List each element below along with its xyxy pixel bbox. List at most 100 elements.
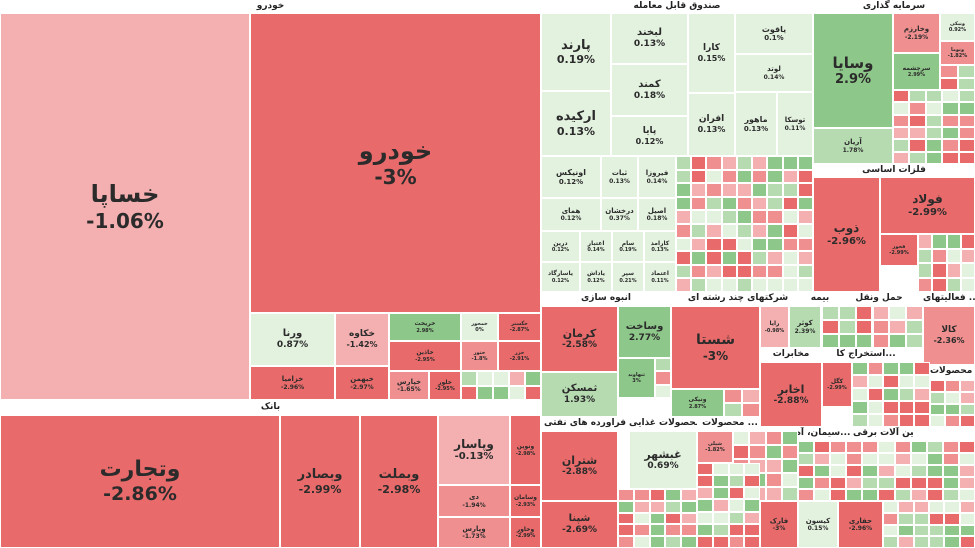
stock-tile[interactable]: اعتماد 0.11% (644, 262, 676, 292)
small-stock-tile[interactable] (894, 441, 911, 453)
small-stock-tile[interactable] (913, 512, 929, 525)
small-stock-tile[interactable] (926, 489, 943, 501)
small-stock-tile[interactable] (926, 441, 943, 453)
small-stock-tile[interactable] (733, 431, 750, 445)
small-stock-tile[interactable] (744, 487, 760, 500)
small-stock-tile[interactable] (765, 487, 782, 501)
small-stock-tile[interactable] (676, 196, 692, 211)
small-stock-tile[interactable] (744, 475, 760, 488)
small-stock-tile[interactable] (894, 465, 911, 477)
stock-tile[interactable]: وسایا 2.9% (813, 13, 893, 128)
stock-tile[interactable]: خلور -2.95% (429, 371, 461, 400)
small-stock-tile[interactable] (930, 380, 945, 392)
small-stock-tile[interactable] (461, 385, 477, 400)
small-stock-tile[interactable] (697, 463, 713, 476)
stock-tile[interactable]: رایا -0.98% (760, 306, 789, 348)
stock-tile[interactable]: کمند 0.18% (611, 64, 688, 116)
small-stock-tile[interactable] (846, 441, 863, 453)
small-stock-tile[interactable] (782, 210, 798, 224)
small-stock-tile[interactable] (676, 224, 692, 238)
small-stock-tile[interactable] (889, 320, 907, 334)
small-stock-tile[interactable] (906, 334, 923, 348)
small-stock-tile[interactable] (940, 65, 958, 78)
small-stock-tile[interactable] (846, 477, 863, 489)
small-stock-tile[interactable] (752, 169, 768, 184)
small-stock-tile[interactable] (697, 511, 713, 524)
small-stock-tile[interactable] (744, 463, 760, 476)
small-stock-tile[interactable] (752, 196, 768, 211)
small-stock-tile[interactable] (721, 156, 737, 170)
small-stock-tile[interactable] (830, 477, 847, 489)
small-stock-tile[interactable] (697, 499, 713, 512)
small-stock-tile[interactable] (633, 500, 650, 513)
small-stock-tile[interactable] (721, 278, 737, 292)
small-stock-tile[interactable] (862, 441, 879, 453)
small-stock-tile[interactable] (926, 477, 943, 489)
small-stock-tile[interactable] (767, 237, 783, 252)
small-stock-tile[interactable] (814, 441, 831, 453)
small-stock-tile[interactable] (691, 224, 707, 238)
stock-tile[interactable]: وپاسار -0.13% (438, 415, 510, 485)
small-stock-tile[interactable] (728, 499, 745, 512)
small-stock-tile[interactable] (913, 524, 929, 537)
small-stock-tile[interactable] (814, 453, 831, 465)
small-stock-tile[interactable] (867, 362, 884, 375)
small-stock-tile[interactable] (633, 536, 650, 548)
small-stock-tile[interactable] (633, 489, 650, 501)
small-stock-tile[interactable] (797, 183, 813, 197)
small-stock-tile[interactable] (946, 234, 961, 249)
small-stock-tile[interactable] (728, 535, 745, 548)
small-stock-tile[interactable] (872, 334, 890, 348)
small-stock-tile[interactable] (889, 306, 907, 320)
small-stock-tile[interactable] (477, 371, 493, 386)
small-stock-tile[interactable] (958, 102, 975, 115)
small-stock-tile[interactable] (721, 210, 737, 224)
small-stock-tile[interactable] (767, 196, 783, 211)
small-stock-tile[interactable] (691, 196, 707, 211)
small-stock-tile[interactable] (781, 473, 798, 487)
small-stock-tile[interactable] (509, 385, 525, 400)
small-stock-tile[interactable] (691, 264, 707, 279)
small-stock-tile[interactable] (618, 536, 634, 548)
stock-tile[interactable]: یاسارگاد 0.12% (541, 262, 580, 292)
small-stock-tile[interactable] (822, 306, 839, 320)
small-stock-tile[interactable] (932, 234, 947, 249)
small-stock-tile[interactable] (910, 441, 927, 453)
stock-tile[interactable]: ثبات 0.13% (601, 156, 638, 198)
small-stock-tile[interactable] (942, 114, 959, 127)
stock-tile[interactable]: افران 0.13% (688, 93, 735, 156)
small-stock-tile[interactable] (914, 375, 930, 388)
small-stock-tile[interactable] (862, 489, 879, 501)
small-stock-tile[interactable] (742, 403, 760, 417)
small-stock-tile[interactable] (697, 475, 713, 488)
stock-tile[interactable]: شستا -3% (671, 306, 760, 389)
small-stock-tile[interactable] (665, 524, 682, 537)
small-stock-tile[interactable] (946, 277, 961, 292)
small-stock-tile[interactable] (706, 210, 722, 224)
small-stock-tile[interactable] (898, 524, 914, 537)
small-stock-tile[interactable] (878, 465, 895, 477)
small-stock-tile[interactable] (798, 453, 815, 465)
small-stock-tile[interactable] (676, 156, 692, 170)
small-stock-tile[interactable] (728, 475, 745, 488)
small-stock-tile[interactable] (618, 489, 634, 501)
stock-tile[interactable]: وبصادر -2.99% (280, 415, 360, 548)
stock-tile[interactable]: سام 0.19% (612, 231, 644, 262)
small-stock-tile[interactable] (929, 512, 945, 525)
stock-tile[interactable]: خمحور 0% (461, 313, 498, 341)
small-stock-tile[interactable] (960, 248, 975, 263)
small-stock-tile[interactable] (782, 196, 798, 211)
small-stock-tile[interactable] (898, 362, 915, 375)
small-stock-tile[interactable] (889, 334, 907, 348)
stock-tile[interactable]: درین 0.12% (541, 231, 580, 262)
stock-tile[interactable]: ختور -1.8% (461, 341, 498, 371)
small-stock-tile[interactable] (706, 169, 722, 184)
stock-tile[interactable]: لبخند 0.13% (611, 13, 688, 64)
small-stock-tile[interactable] (932, 248, 947, 263)
small-stock-tile[interactable] (883, 401, 899, 414)
stock-tile[interactable]: سپر 0.21% (612, 262, 644, 292)
small-stock-tile[interactable] (914, 414, 930, 427)
small-stock-tile[interactable] (728, 463, 745, 476)
small-stock-tile[interactable] (767, 224, 783, 238)
small-stock-tile[interactable] (898, 512, 914, 525)
